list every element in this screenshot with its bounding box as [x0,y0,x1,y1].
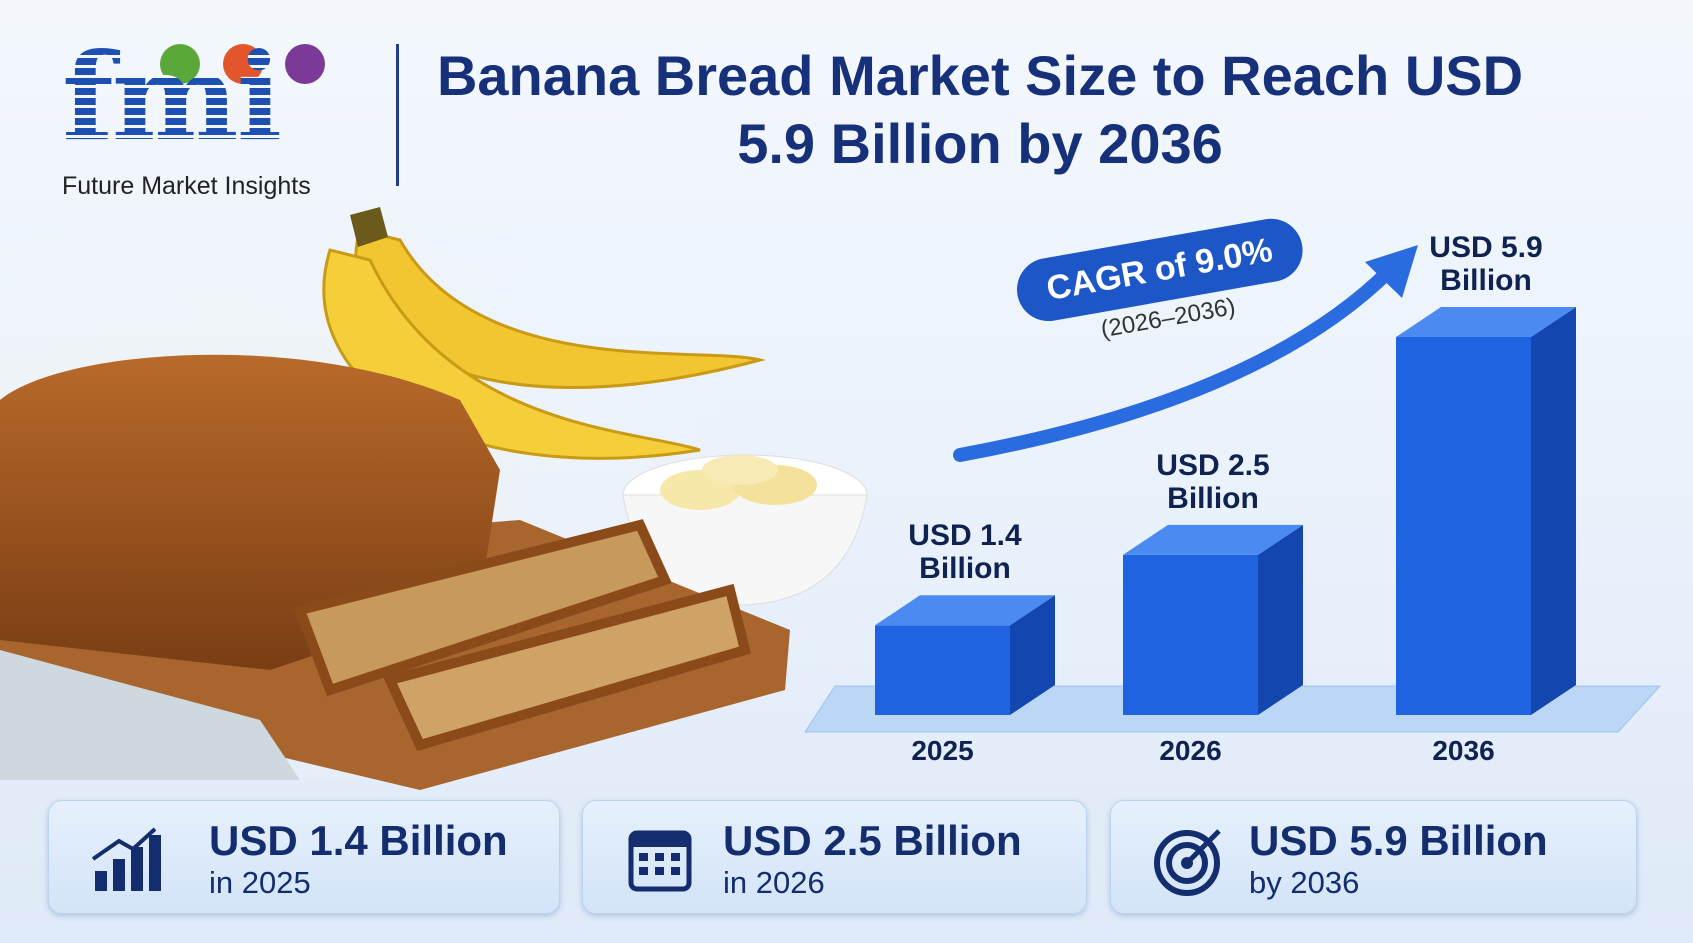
summary-card: USD 1.4 Billion in 2025 [48,800,560,914]
bar-front [1396,337,1531,715]
bar-side [1531,307,1576,715]
bread-slice [293,519,672,697]
value-label: USD 2.5 Billion [1156,448,1270,515]
bar-top [1123,524,1303,555]
target-icon [1154,829,1221,896]
bar-side [1010,595,1055,715]
card-value: USD 5.9 Billion [1249,817,1548,864]
x-tick-label: 2026 [1159,735,1222,766]
card-value: USD 1.4 Billion [209,817,508,864]
calendar-icon [628,830,692,892]
value-label: USD 5.9 Billion [1429,231,1543,297]
x-tick-label: 2036 [1432,735,1495,766]
x-tick-label: 2025 [911,735,974,766]
summary-card: USD 2.5 Billion in 2026 [582,800,1087,914]
separator [396,44,399,186]
summary-card: USD 5.9 Billion by 2036 [1110,800,1637,914]
card-caption: by 2036 [1249,865,1360,900]
bar [1396,307,1576,715]
card-caption: in 2025 [209,865,311,900]
logo-globe [223,44,263,84]
card-caption: in 2026 [723,865,825,900]
value-label: USD 1.4 Billion [908,519,1022,586]
bar-top [1396,307,1576,337]
arrow-head [1365,245,1418,298]
bar-side [1258,524,1303,715]
towel [0,650,300,780]
bar [1123,524,1303,715]
bar [875,595,1055,715]
logo-globe [160,44,200,84]
bread-slice [382,583,752,752]
card-value: USD 2.5 Billion [723,817,1022,864]
bar-front [875,625,1010,715]
banana-bowl [622,454,868,606]
growth-arrow [953,263,1397,462]
logo-name: Future Market Insights [62,172,311,200]
logo-globe [285,44,325,84]
logo-mark: fmi [62,27,282,168]
bar-front [1123,554,1258,715]
bar-top [875,595,1055,626]
title: Banana Bread Market Size to Reach USD 5.… [436,44,1524,175]
chart-icon [91,827,161,891]
